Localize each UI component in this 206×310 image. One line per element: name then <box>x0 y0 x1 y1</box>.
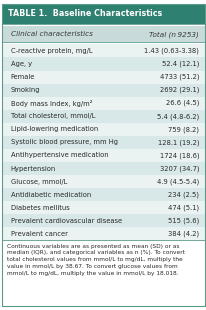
Bar <box>2 162 204 175</box>
Text: 26.6 (4.5): 26.6 (4.5) <box>165 100 198 106</box>
Bar <box>2 214 204 227</box>
Text: Total cholesterol, mmol/L: Total cholesterol, mmol/L <box>11 113 95 119</box>
Text: Female: Female <box>11 74 35 80</box>
Text: 5.4 (4.8-6.2): 5.4 (4.8-6.2) <box>156 113 198 120</box>
Bar <box>2 201 204 214</box>
Bar <box>2 123 204 136</box>
Text: Total (n 9253): Total (n 9253) <box>149 31 198 38</box>
Text: 234 (2.5): 234 (2.5) <box>167 192 198 198</box>
Bar <box>2 227 204 241</box>
Text: Antihypertensive medication: Antihypertensive medication <box>11 153 108 158</box>
Text: 474 (5.1): 474 (5.1) <box>167 205 198 211</box>
Bar <box>2 4 204 24</box>
Text: 2692 (29.1): 2692 (29.1) <box>159 87 198 93</box>
Text: Lipid-lowering medication: Lipid-lowering medication <box>11 126 97 132</box>
Text: Continuous variables are as presented as mean (SD) or as
median (IQR), and categ: Continuous variables are as presented as… <box>7 244 184 276</box>
Text: Antidiabetic medication: Antidiabetic medication <box>11 192 91 198</box>
Text: 4.9 (4.5-5.4): 4.9 (4.5-5.4) <box>156 178 198 185</box>
Text: Body mass index, kg/m²: Body mass index, kg/m² <box>11 100 92 107</box>
Text: 128.1 (19.2): 128.1 (19.2) <box>157 139 198 146</box>
Bar <box>2 175 204 188</box>
Text: 1.43 (0.63-3.38): 1.43 (0.63-3.38) <box>144 48 198 54</box>
Text: 3207 (34.7): 3207 (34.7) <box>159 165 198 172</box>
Text: TABLE 1.  Baseline Characteristics: TABLE 1. Baseline Characteristics <box>8 9 161 18</box>
Text: Hypertension: Hypertension <box>11 166 56 171</box>
Bar <box>2 188 204 201</box>
Bar <box>2 71 204 84</box>
Bar <box>2 136 204 149</box>
Text: 515 (5.6): 515 (5.6) <box>167 218 198 224</box>
Text: Diabetes mellitus: Diabetes mellitus <box>11 205 69 211</box>
Text: 1724 (18.6): 1724 (18.6) <box>159 152 198 159</box>
Text: Prevalent cancer: Prevalent cancer <box>11 231 67 237</box>
Text: 52.4 (12.1): 52.4 (12.1) <box>161 61 198 67</box>
Text: Glucose, mmol/L: Glucose, mmol/L <box>11 179 67 185</box>
Text: Prevalent cardiovascular disease: Prevalent cardiovascular disease <box>11 218 121 224</box>
Bar <box>2 26 204 42</box>
Bar <box>2 110 204 123</box>
Text: C-reactive protein, mg/L: C-reactive protein, mg/L <box>11 48 92 54</box>
Text: Age, y: Age, y <box>11 61 32 67</box>
Bar <box>2 97 204 110</box>
Text: Clinical characteristics: Clinical characteristics <box>11 31 92 37</box>
Bar <box>2 84 204 97</box>
Bar <box>2 44 204 57</box>
Text: 4733 (51.2): 4733 (51.2) <box>159 74 198 80</box>
Bar <box>2 242 204 306</box>
Text: 384 (4.2): 384 (4.2) <box>167 231 198 237</box>
Text: 759 (8.2): 759 (8.2) <box>167 126 198 133</box>
Text: Smoking: Smoking <box>11 87 40 93</box>
Text: Systolic blood pressure, mm Hg: Systolic blood pressure, mm Hg <box>11 140 117 145</box>
Bar <box>2 149 204 162</box>
Bar <box>2 57 204 71</box>
